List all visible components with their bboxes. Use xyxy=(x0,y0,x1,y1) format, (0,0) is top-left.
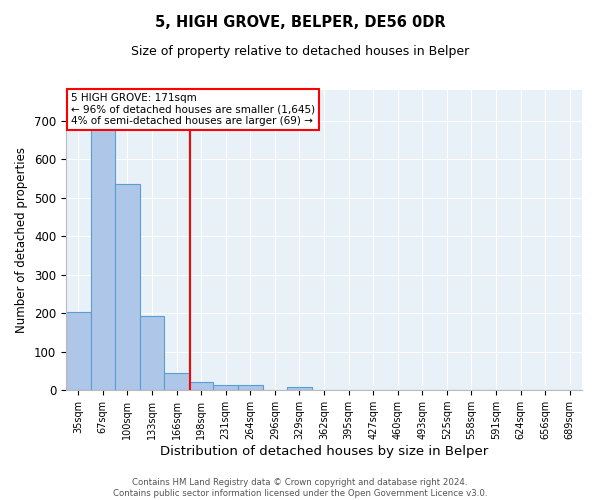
Bar xyxy=(140,316,164,390)
Bar xyxy=(115,184,140,390)
Text: Contains HM Land Registry data © Crown copyright and database right 2024.
Contai: Contains HM Land Registry data © Crown c… xyxy=(113,478,487,498)
Y-axis label: Number of detached properties: Number of detached properties xyxy=(16,147,28,333)
Text: Size of property relative to detached houses in Belper: Size of property relative to detached ho… xyxy=(131,45,469,58)
Bar xyxy=(66,312,91,390)
Bar xyxy=(189,382,214,390)
Bar xyxy=(287,387,312,390)
Text: 5 HIGH GROVE: 171sqm
← 96% of detached houses are smaller (1,645)
4% of semi-det: 5 HIGH GROVE: 171sqm ← 96% of detached h… xyxy=(71,93,315,126)
Text: 5, HIGH GROVE, BELPER, DE56 0DR: 5, HIGH GROVE, BELPER, DE56 0DR xyxy=(155,15,445,30)
Bar xyxy=(238,386,263,390)
Bar xyxy=(91,116,115,390)
Bar xyxy=(164,373,189,390)
Bar xyxy=(214,384,238,390)
X-axis label: Distribution of detached houses by size in Belper: Distribution of detached houses by size … xyxy=(160,445,488,458)
